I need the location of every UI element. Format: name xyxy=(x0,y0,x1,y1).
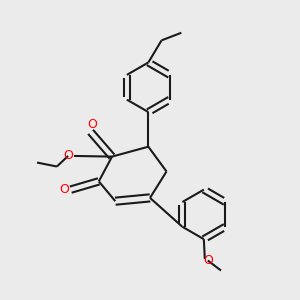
Text: O: O xyxy=(59,183,69,196)
Text: O: O xyxy=(63,149,73,162)
Text: O: O xyxy=(203,254,213,267)
Text: O: O xyxy=(87,118,97,131)
